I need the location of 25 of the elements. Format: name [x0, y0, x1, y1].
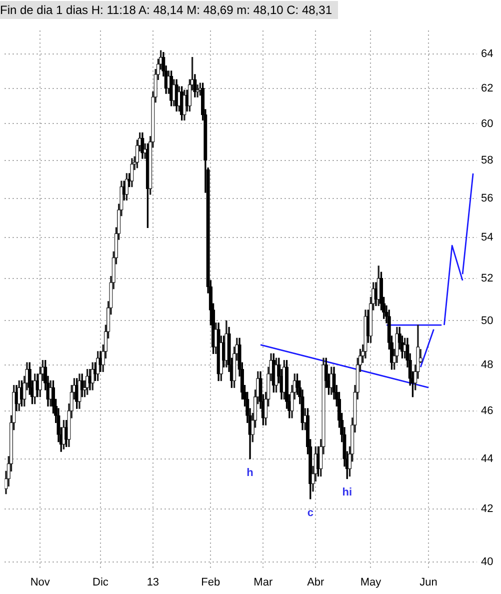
y-tick-label: 62 [481, 82, 494, 94]
y-tick-label: 50 [481, 314, 494, 327]
y-tick-label: 46 [481, 404, 494, 417]
y-tick-label: 58 [481, 154, 494, 166]
y-tick-label: 56 [481, 192, 494, 204]
annotation: hi [342, 486, 352, 499]
y-tick-label: 44 [481, 452, 494, 465]
x-tick-label: Abr [307, 576, 325, 589]
x-tick-label: 13 [146, 576, 160, 589]
y-tick-label: 48 [481, 358, 494, 371]
x-tick-label: Feb [201, 576, 220, 589]
x-tick-label: Dic [92, 576, 109, 589]
annotation: h [246, 466, 254, 479]
chart-title: Fin de dia 1 dias H: 11:18 A: 48,14 M: 48,69 m: 48,10 C: 48,31 [0, 1, 338, 19]
y-tick-label: 42 [481, 503, 494, 516]
y-tick-label: 64 [481, 48, 494, 60]
y-tick-label: 40 [481, 556, 494, 568]
x-tick-label: Nov [30, 576, 50, 589]
x-tick-label: Mar [254, 576, 273, 589]
annotation: c [307, 506, 314, 519]
y-tick-label: 54 [481, 232, 494, 244]
x-tick-label: May [360, 576, 382, 589]
y-tick-label: 60 [481, 118, 494, 130]
y-tick-label: 52 [481, 272, 494, 284]
x-tick-label: Jun [420, 576, 438, 589]
